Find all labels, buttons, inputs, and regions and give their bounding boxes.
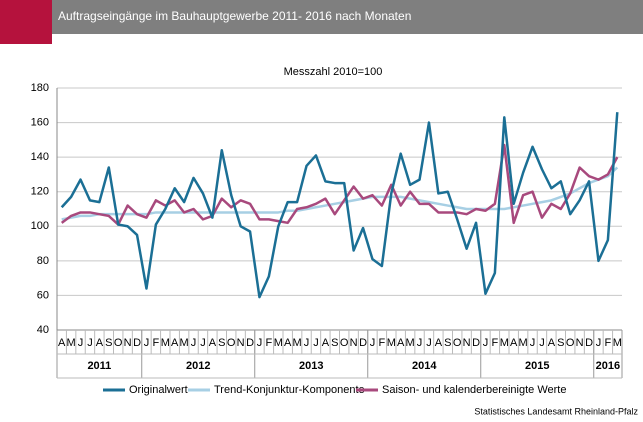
x-tick-label: O — [227, 337, 236, 349]
x-tick-label: O — [566, 337, 575, 349]
header-bar — [0, 0, 643, 34]
legend-label: Saison- und kalenderbereinigte Werte — [382, 384, 566, 396]
source: Statistisches Landesamt Rheinland-Pfalz — [474, 406, 638, 416]
x-tick-label: M — [500, 337, 509, 349]
x-tick-label: M — [67, 337, 76, 349]
chart-title: Auftragseingänge im Bauhauptgewerbe 2011… — [58, 9, 411, 23]
x-tick-label: A — [510, 337, 518, 349]
x-tick-label: A — [284, 337, 292, 349]
x-tick-label: J — [417, 337, 423, 349]
x-tick-label: S — [105, 337, 112, 349]
x-tick-label: F — [605, 337, 612, 349]
series-line — [60, 143, 619, 226]
x-tick-label: J — [539, 337, 545, 349]
x-tick-label: A — [435, 337, 443, 349]
x-tick-label: J — [304, 337, 310, 349]
x-tick-label: D — [585, 337, 593, 349]
x-group-label: 2015 — [525, 360, 549, 372]
x-tick-label: F — [266, 337, 273, 349]
x-tick-label: O — [114, 337, 123, 349]
x-tick-label: J — [313, 337, 319, 349]
x-tick-label: M — [274, 337, 283, 349]
legend-label: Trend-Konjunktur-Komponente — [214, 384, 365, 396]
y-tick-label: 120 — [31, 186, 49, 198]
y-tick-label: 60 — [37, 289, 49, 301]
x-tick-label: M — [613, 337, 622, 349]
x-tick-label: N — [350, 337, 358, 349]
x-tick-label: F — [153, 337, 160, 349]
x-tick-label: A — [58, 337, 66, 349]
x-tick-label: D — [472, 337, 480, 349]
y-tick-label: 180 — [31, 82, 49, 94]
x-tick-label: J — [257, 337, 263, 349]
x-group-label: 2011 — [87, 360, 111, 372]
x-tick-label: D — [133, 337, 141, 349]
x-tick-label: J — [596, 337, 602, 349]
x-tick-label: J — [200, 337, 206, 349]
x-tick-label: J — [426, 337, 432, 349]
x-tick-label: N — [576, 337, 584, 349]
x-tick-label: N — [463, 337, 471, 349]
x-tick-label: F — [379, 337, 386, 349]
header-accent — [0, 0, 52, 44]
x-tick-label: M — [519, 337, 528, 349]
x-group-label: 2012 — [186, 360, 210, 372]
x-tick-label: N — [237, 337, 245, 349]
series-line — [61, 166, 619, 221]
x-tick-label: M — [180, 337, 189, 349]
legend-label: Originalwert — [129, 384, 188, 396]
x-tick-label: M — [161, 337, 170, 349]
y-tick-label: 100 — [31, 220, 49, 232]
series-line — [60, 112, 619, 299]
x-tick-label: S — [557, 337, 564, 349]
x-group-label: 2016 — [596, 360, 620, 372]
x-tick-label: S — [444, 337, 451, 349]
y-tick-label: 160 — [31, 116, 49, 128]
x-tick-label: M — [293, 337, 302, 349]
x-tick-label: J — [144, 337, 150, 349]
x-tick-label: A — [96, 337, 104, 349]
x-group-label: 2014 — [412, 360, 437, 372]
x-tick-label: M — [387, 337, 396, 349]
y-tick-label: 140 — [31, 151, 49, 163]
subtitle: Messzahl 2010=100 — [284, 66, 383, 78]
x-tick-label: A — [322, 337, 330, 349]
x-tick-label: J — [370, 337, 376, 349]
x-tick-label: N — [124, 337, 132, 349]
x-tick-label: O — [453, 337, 462, 349]
x-tick-label: J — [87, 337, 93, 349]
x-tick-label: S — [331, 337, 338, 349]
x-tick-label: D — [359, 337, 367, 349]
x-tick-label: S — [218, 337, 225, 349]
x-tick-label: A — [209, 337, 217, 349]
y-tick-label: 80 — [37, 255, 49, 267]
x-tick-label: J — [78, 337, 84, 349]
x-tick-label: A — [548, 337, 556, 349]
x-tick-label: A — [171, 337, 179, 349]
x-tick-label: D — [246, 337, 254, 349]
x-tick-label: A — [397, 337, 405, 349]
x-tick-label: M — [406, 337, 415, 349]
x-tick-label: O — [340, 337, 349, 349]
x-tick-label: J — [483, 337, 489, 349]
x-tick-label: F — [492, 337, 499, 349]
x-group-label: 2013 — [299, 360, 323, 372]
x-tick-label: J — [530, 337, 536, 349]
x-tick-label: J — [191, 337, 197, 349]
y-tick-label: 40 — [37, 324, 49, 336]
